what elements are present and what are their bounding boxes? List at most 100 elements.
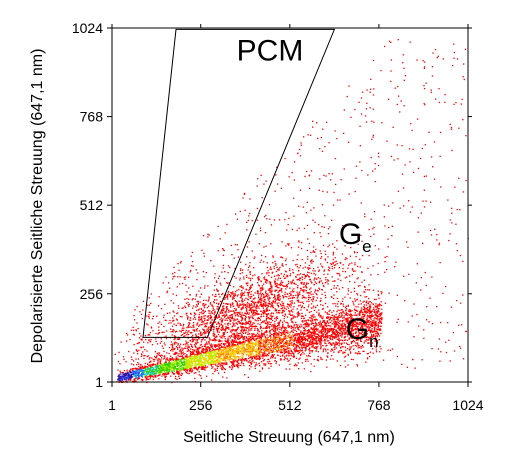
event-point (350, 331, 352, 333)
event-point (191, 371, 193, 373)
event-point (307, 340, 309, 342)
event-point (190, 343, 192, 345)
event-point (197, 360, 199, 362)
event-point (246, 338, 248, 340)
event-point (370, 311, 373, 313)
event-point (371, 325, 373, 328)
event-point (272, 323, 274, 326)
event-point (212, 349, 215, 351)
event-point (377, 319, 379, 321)
event-point (282, 344, 284, 346)
event-point (225, 353, 227, 355)
event-point (375, 318, 377, 320)
event-point (189, 360, 192, 362)
event-point (204, 335, 206, 337)
event-point (264, 302, 266, 304)
event-point (218, 362, 220, 365)
event-point (119, 380, 121, 382)
event-point (178, 353, 180, 355)
event-point (128, 373, 130, 375)
event-point (263, 312, 265, 314)
event-point (280, 342, 282, 344)
event-point (240, 359, 242, 361)
event-point (244, 312, 246, 314)
event-point (284, 352, 286, 354)
event-point (229, 358, 231, 360)
event-point (269, 341, 271, 343)
event-point (321, 335, 323, 338)
event-point (269, 289, 271, 291)
event-point (222, 368, 224, 370)
event-point (293, 354, 295, 356)
event-point (332, 317, 334, 319)
event-point (310, 307, 312, 309)
event-point (140, 375, 142, 377)
event-point (360, 303, 362, 305)
event-point (158, 358, 160, 360)
event-point (267, 299, 269, 301)
event-point (176, 378, 178, 380)
event-point (335, 336, 337, 338)
event-point (270, 349, 272, 351)
event-point (281, 325, 284, 328)
event-point (320, 257, 322, 260)
event-point (177, 373, 179, 375)
event-point (282, 311, 284, 313)
event-point (273, 342, 275, 344)
event-point (224, 343, 226, 345)
event-point (297, 328, 299, 330)
event-point (197, 369, 199, 371)
event-point (168, 370, 170, 372)
event-point (206, 349, 208, 351)
event-point (209, 358, 211, 360)
event-point (153, 370, 155, 373)
event-point (351, 268, 354, 270)
event-point (218, 352, 221, 355)
event-point (370, 318, 372, 320)
event-point (194, 361, 196, 363)
event-point (283, 315, 286, 318)
event-point (203, 361, 205, 363)
event-point (279, 341, 281, 343)
event-point (225, 303, 227, 305)
event-point (271, 357, 274, 359)
event-point (154, 373, 156, 375)
event-point (155, 365, 157, 367)
event-point (329, 328, 331, 330)
event-point (307, 320, 309, 322)
event-point (188, 364, 190, 366)
event-point (365, 324, 367, 327)
event-point (255, 350, 257, 353)
event-point (241, 362, 243, 364)
event-point (200, 331, 202, 333)
event-point (211, 362, 213, 364)
event-point (292, 259, 294, 262)
event-point (322, 326, 324, 328)
event-point (292, 339, 294, 342)
event-point (291, 337, 293, 339)
event-point (361, 330, 363, 332)
event-point (306, 292, 308, 294)
event-point (147, 355, 149, 357)
event-point (280, 359, 282, 361)
event-point (377, 315, 379, 317)
event-point (191, 346, 194, 348)
event-point (366, 336, 368, 338)
event-point (200, 287, 202, 289)
event-point (127, 379, 129, 381)
event-point (267, 362, 270, 365)
event-point (356, 323, 359, 325)
event-point (158, 374, 160, 376)
event-point (274, 337, 276, 339)
event-point (223, 346, 225, 348)
event-point (299, 342, 301, 344)
event-point (255, 349, 257, 351)
event-point (233, 364, 235, 366)
event-point (304, 286, 306, 288)
event-point (269, 329, 271, 332)
event-point (299, 335, 301, 338)
event-point (194, 368, 196, 370)
event-point (277, 341, 279, 343)
event-point (232, 351, 234, 353)
event-point (254, 325, 257, 327)
